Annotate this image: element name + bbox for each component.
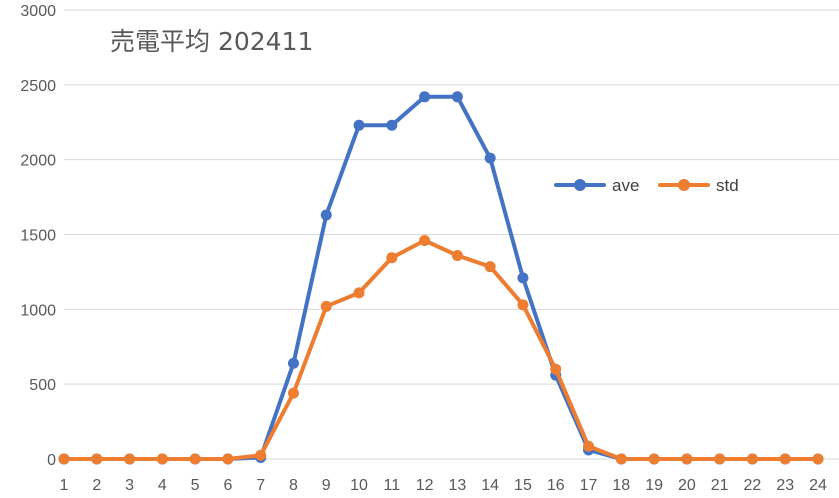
x-tick-label: 2	[92, 477, 101, 494]
data-point-std	[779, 453, 791, 465]
data-point-std	[615, 453, 627, 465]
y-tick-label: 500	[29, 377, 56, 394]
y-tick-label: 1500	[20, 228, 56, 245]
data-point-std	[681, 453, 693, 465]
x-tick-label: 6	[223, 477, 232, 494]
x-tick-label: 9	[322, 477, 331, 494]
data-point-ave	[320, 209, 332, 221]
x-tick-label: 7	[256, 477, 265, 494]
data-point-ave	[353, 119, 365, 131]
data-point-std	[287, 387, 299, 399]
y-tick-label: 2500	[20, 78, 56, 95]
x-axis-tick-labels: 1 2 3 4 5 6 7 8 9 10 11 12 13 14 15 16 17 18 19 20 21 22 23 24	[60, 477, 827, 494]
chart-title: 売電平均 202411	[110, 27, 313, 56]
data-point-std	[419, 234, 431, 246]
data-point-std	[812, 453, 824, 465]
gridlines	[64, 9, 839, 460]
x-tick-label: 20	[678, 477, 696, 494]
series-lines	[58, 91, 824, 465]
y-tick-label: 0	[47, 452, 56, 469]
data-point-std	[746, 453, 758, 465]
legend-item-ave: ave	[554, 176, 639, 195]
data-point-std	[353, 287, 365, 299]
data-point-std	[189, 453, 201, 465]
legend-swatch-marker	[574, 179, 586, 191]
y-tick-label: 2000	[20, 153, 56, 170]
data-point-std	[583, 440, 595, 452]
data-point-ave	[287, 357, 299, 369]
x-tick-label: 18	[612, 477, 630, 494]
x-tick-label: 24	[809, 477, 827, 494]
x-tick-label: 12	[416, 477, 434, 494]
data-point-ave	[484, 152, 496, 164]
data-point-std	[58, 453, 70, 465]
data-point-std	[91, 453, 103, 465]
x-tick-label: 11	[384, 477, 401, 494]
data-point-std	[386, 252, 398, 264]
x-tick-label: 17	[580, 477, 598, 494]
series-line-std	[62, 238, 820, 461]
x-tick-label: 5	[191, 477, 200, 494]
legend-item-std: std	[658, 176, 739, 195]
x-tick-label: 14	[481, 477, 499, 494]
data-point-std	[156, 453, 168, 465]
y-tick-label: 3000	[20, 3, 56, 20]
x-tick-label: 16	[547, 477, 565, 494]
x-tick-label: 10	[350, 477, 368, 494]
data-point-std	[124, 453, 136, 465]
data-point-std	[484, 261, 496, 273]
data-point-std	[320, 300, 332, 312]
data-point-std	[451, 249, 463, 261]
y-tick-label: 1000	[20, 302, 56, 319]
data-point-std	[714, 453, 726, 465]
data-point-std	[648, 453, 660, 465]
y-axis-tick-labels: 0 500 1000 1500 2000 2500 3000	[20, 3, 56, 469]
legend-swatch-marker	[678, 179, 690, 191]
x-tick-label: 15	[514, 477, 532, 494]
legend-label: std	[716, 176, 739, 195]
x-tick-label: 19	[645, 477, 663, 494]
x-tick-label: 13	[448, 477, 466, 494]
x-tick-label: 4	[158, 477, 167, 494]
x-tick-label: 21	[711, 477, 729, 494]
data-point-ave	[517, 272, 529, 284]
x-tick-label: 22	[744, 477, 762, 494]
x-tick-label: 8	[289, 477, 298, 494]
data-point-std	[255, 449, 267, 461]
data-point-std	[517, 299, 529, 311]
series-std	[58, 234, 824, 465]
data-point-std	[222, 453, 234, 465]
legend: ave std	[554, 176, 739, 195]
data-point-ave	[451, 91, 463, 103]
data-point-ave	[419, 91, 431, 103]
series-ave	[58, 91, 824, 465]
series-line-ave	[62, 94, 820, 461]
data-point-std	[550, 363, 562, 375]
x-tick-label: 1	[60, 477, 69, 494]
data-point-ave	[386, 119, 398, 131]
x-tick-label: 23	[776, 477, 794, 494]
legend-label: ave	[612, 176, 639, 195]
x-tick-label: 3	[125, 477, 134, 494]
